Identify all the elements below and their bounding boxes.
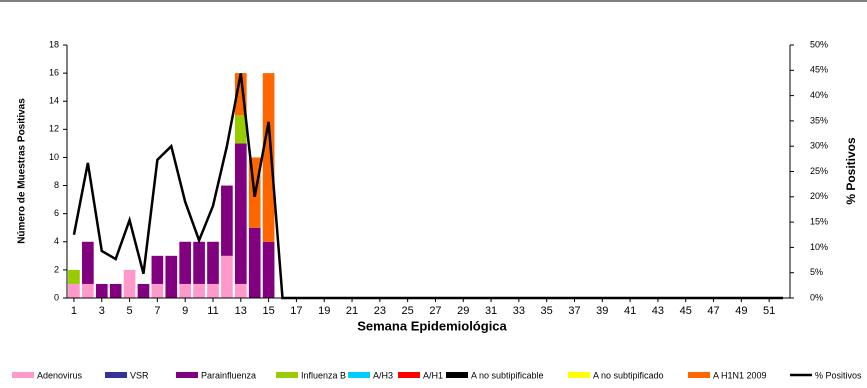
bar <box>151 283 164 298</box>
x-tick-label: 49 <box>735 305 747 317</box>
y2-tick-label: 20% <box>810 191 828 201</box>
bar <box>165 255 178 298</box>
legend-swatch <box>688 372 710 378</box>
bar <box>109 283 122 298</box>
bar <box>95 283 108 298</box>
x-tick-label: 51 <box>763 305 775 317</box>
x-tick-label: 27 <box>429 305 441 317</box>
y2-axis-title: % Positivos <box>844 137 858 205</box>
legend-swatch <box>276 372 298 378</box>
y2-tick-label: 0% <box>810 292 823 302</box>
bar <box>82 241 94 284</box>
bar <box>179 283 192 298</box>
legend-swatch <box>568 372 590 378</box>
legend-label: VSR <box>130 370 149 380</box>
bar <box>179 241 192 284</box>
x-tick-label: 43 <box>652 305 664 317</box>
legend-swatch <box>176 372 198 378</box>
legend-label: Influenza B <box>301 370 346 380</box>
bar <box>82 283 94 298</box>
y2-tick-label: 50% <box>810 39 828 49</box>
bar <box>262 241 275 298</box>
bar <box>221 255 233 298</box>
y-tick-label: 0 <box>54 292 59 302</box>
bar <box>68 269 80 284</box>
y-tick-label: 8 <box>54 180 59 190</box>
y-tick-label: 18 <box>49 39 59 49</box>
bar <box>137 283 150 298</box>
x-tick-label: 37 <box>568 305 580 317</box>
legend-label: % Positivos <box>815 370 862 380</box>
y-tick-label: 4 <box>54 236 59 246</box>
bar <box>248 227 261 298</box>
bar <box>234 283 247 298</box>
bar <box>234 143 247 284</box>
x-tick-label: 1 <box>71 305 77 317</box>
legend-swatch <box>348 372 370 378</box>
x-tick-label: 7 <box>154 305 160 317</box>
x-tick-label: 31 <box>485 305 497 317</box>
legend-swatch <box>446 372 468 378</box>
legend-label: Parainfluenza <box>201 370 256 380</box>
x-tick-label: 15 <box>262 305 274 317</box>
x-tick-label: 21 <box>346 305 358 317</box>
bar <box>193 241 205 284</box>
y-tick-label: 2 <box>54 264 59 274</box>
bar <box>234 115 247 144</box>
bar <box>234 73 247 116</box>
y-axis-title: Número de Muestras Positivas <box>17 98 28 244</box>
y2-tick-label: 15% <box>810 216 828 226</box>
line <box>72 73 784 300</box>
bar <box>221 185 233 256</box>
y2-tick-label: 5% <box>810 267 823 277</box>
legend-swatch <box>398 372 420 378</box>
y2-tick-label: 10% <box>810 242 828 252</box>
x-tick-label: 5 <box>127 305 133 317</box>
legend-label: A no subtipificado <box>593 370 664 380</box>
y2-tick-label: 35% <box>810 115 828 125</box>
legend-label: A no subtipificable <box>471 370 544 380</box>
y2-tick-label: 40% <box>810 90 828 100</box>
x-tick-label: 29 <box>457 305 469 317</box>
x-tick-label: 39 <box>596 305 608 317</box>
y2-tick-label: 25% <box>810 166 828 176</box>
legend-label: A/H3 <box>373 370 393 380</box>
legend-swatch <box>12 372 34 378</box>
bar <box>193 283 205 298</box>
bar <box>151 255 164 284</box>
x-tick-label: 23 <box>374 305 386 317</box>
x-tick-label: 13 <box>235 305 247 317</box>
legend-label: A/H1 <box>423 370 443 380</box>
x-axis-title: Semana Epidemiológica <box>357 318 507 333</box>
bar <box>68 283 80 298</box>
y-tick-label: 14 <box>49 96 59 106</box>
y-tick-label: 6 <box>54 208 59 218</box>
x-tick-label: 41 <box>624 305 636 317</box>
x-tick-label: 3 <box>99 305 105 317</box>
bar <box>207 241 219 284</box>
legend-swatch <box>105 372 127 378</box>
x-tick-label: 9 <box>182 305 188 317</box>
y-tick-label: 16 <box>49 67 59 77</box>
x-tick-label: 47 <box>707 305 719 317</box>
y2-tick-label: 45% <box>810 65 828 75</box>
bar <box>207 283 219 298</box>
x-tick-label: 19 <box>318 305 330 317</box>
bar <box>262 73 275 242</box>
x-tick-label: 45 <box>680 305 692 317</box>
x-tick-label: 35 <box>541 305 553 317</box>
y-tick-label: 12 <box>49 124 59 134</box>
bar <box>123 269 136 298</box>
y-tick-label: 10 <box>49 152 59 162</box>
legend-label: Adenovirus <box>37 370 83 380</box>
x-tick-label: 17 <box>290 305 302 317</box>
x-tick-label: 25 <box>402 305 414 317</box>
x-tick-label: 11 <box>207 305 218 317</box>
x-tick-label: 33 <box>513 305 525 317</box>
y2-tick-label: 30% <box>810 141 828 151</box>
legend-label: A H1N1 2009 <box>713 370 767 380</box>
